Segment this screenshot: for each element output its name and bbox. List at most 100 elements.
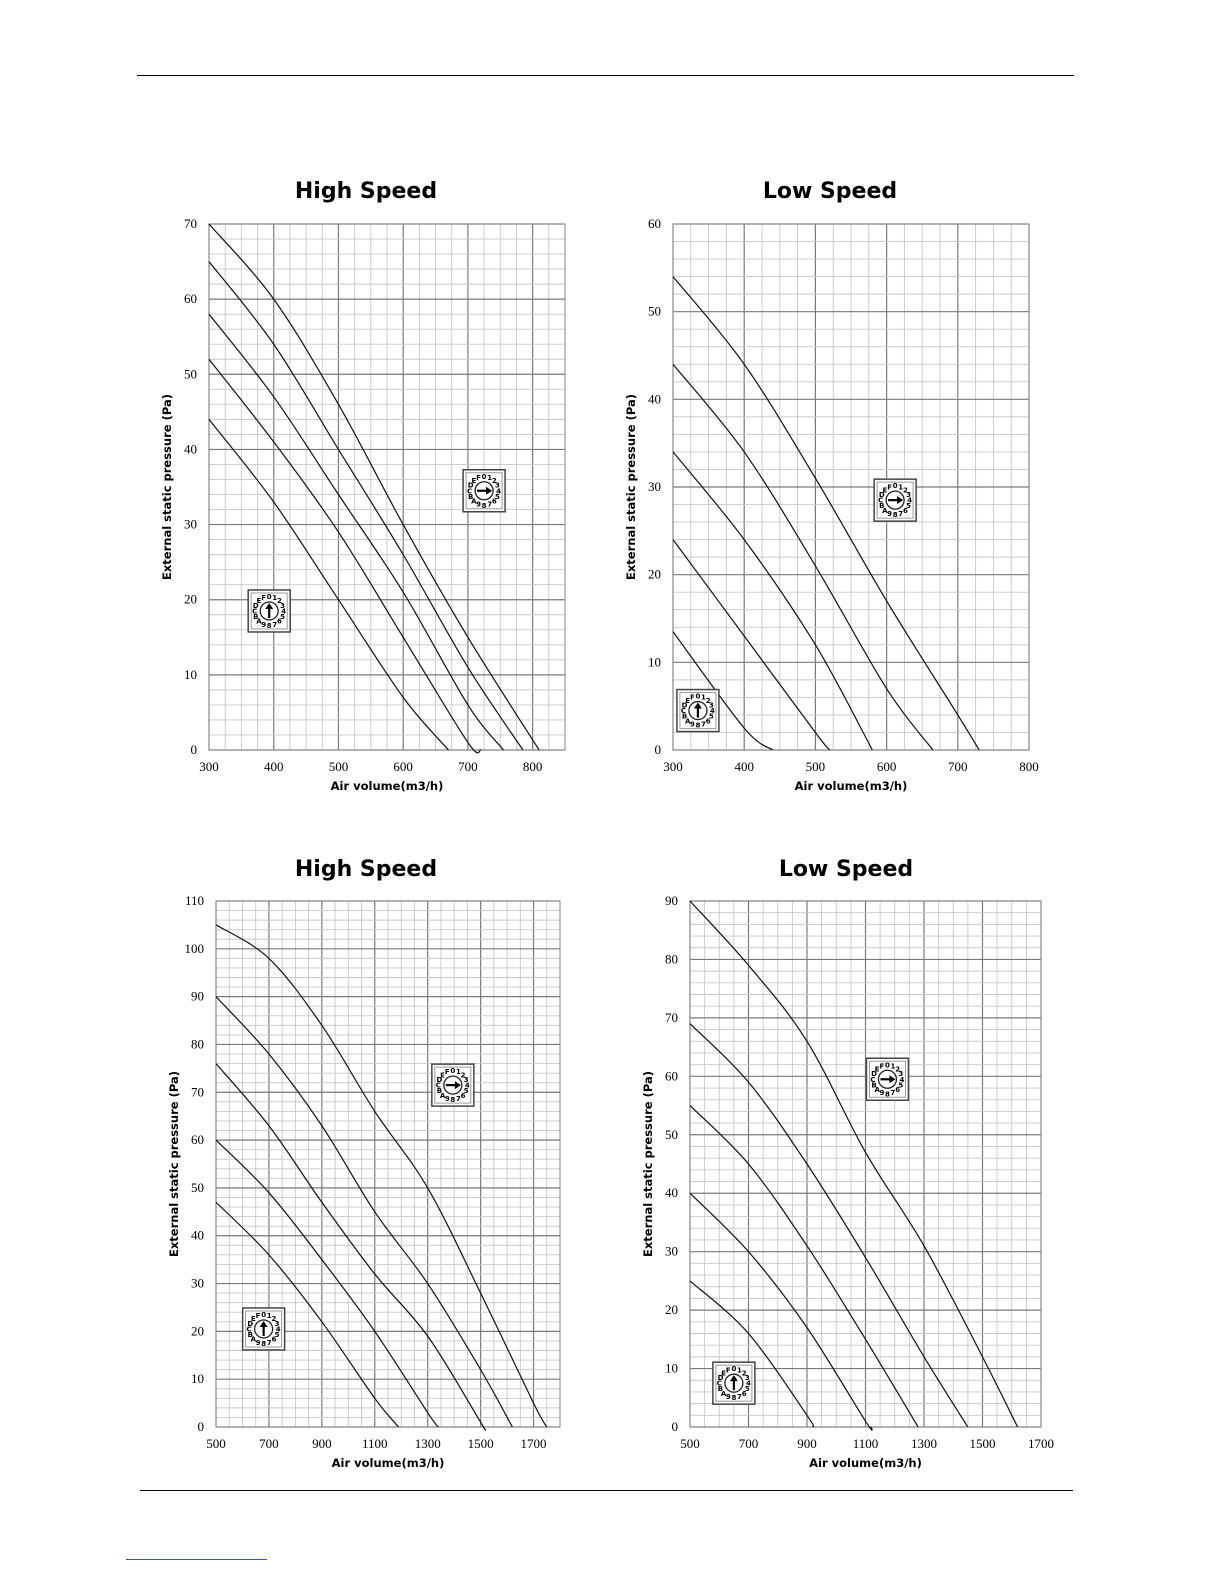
y-tick-label: 20 — [665, 1302, 678, 1317]
series-line-2 — [672, 539, 831, 751]
rotary-switch-inner-frame — [868, 1060, 906, 1098]
y-tick-label: 30 — [665, 1244, 678, 1259]
rotary-switch-digit: B — [468, 493, 473, 501]
y-tick-label: 50 — [191, 1180, 204, 1195]
plot-frame — [208, 223, 566, 751]
x-tick-label: 1100 — [853, 1436, 879, 1451]
rotary-switch-digit: 2 — [706, 697, 711, 705]
arrow-up-icon — [693, 702, 702, 709]
series-line-3 — [208, 313, 504, 751]
x-tick-label: 900 — [797, 1436, 817, 1451]
rotary-switch-digit: 6 — [271, 1336, 276, 1344]
rotary-switch-digit: 0 — [695, 693, 700, 701]
rotary-switch-digit: B — [248, 1331, 253, 1339]
y-axis-label: External static pressure (Pa) — [167, 1071, 181, 1257]
footer-link-underline — [126, 1559, 267, 1560]
x-axis-label: Air volume(m3/h) — [332, 1456, 445, 1470]
rotary-switch-digit: A — [874, 1086, 880, 1094]
rotary-switch-digit: 4 — [710, 707, 715, 715]
x-axis-label: Air volume(m3/h) — [795, 779, 908, 793]
rotary-switch-digit: 6 — [461, 1092, 466, 1100]
y-tick-label: 70 — [665, 1010, 678, 1025]
y-axis-label: External static pressure (Pa) — [641, 1071, 655, 1257]
rotary-switch-digit: D — [247, 1320, 253, 1328]
rotary-switch-digit: 2 — [461, 1071, 466, 1079]
series-line-5 — [672, 276, 980, 751]
x-tick-label: 300 — [199, 759, 219, 774]
rotary-switch-digit: 8 — [261, 1340, 266, 1348]
rotary-switch-digit: 8 — [893, 511, 898, 519]
rotary-switch-digit: 6 — [492, 498, 497, 506]
x-tick-label: 300 — [663, 759, 683, 774]
rotary-switch-digit: 5 — [464, 1087, 469, 1095]
rotary-switch-digit: 9 — [261, 621, 266, 629]
y-tick-label: 0 — [191, 742, 198, 757]
y-tick-label: 10 — [184, 667, 197, 682]
arrow-right-icon — [889, 1075, 896, 1084]
rotary-switch-digit: B — [718, 1385, 723, 1393]
rotary-switch-frame — [462, 469, 506, 513]
rotary-switch-digit: 8 — [731, 1394, 736, 1402]
y-tick-label: 0 — [672, 1419, 679, 1434]
y-tick-label: 60 — [665, 1068, 678, 1083]
rotary-switch-digit: A — [685, 717, 691, 725]
rotary-switch-digit: E — [882, 486, 887, 494]
series-line-4 — [215, 996, 513, 1428]
rotary-switch-digit: 0 — [261, 1311, 266, 1319]
y-tick-label: 40 — [665, 1185, 678, 1200]
y-tick-label: 10 — [191, 1371, 204, 1386]
rotary-switch-digit: F — [445, 1068, 450, 1076]
x-tick-label: 500 — [206, 1436, 226, 1451]
x-tick-label: 1300 — [911, 1436, 937, 1451]
series-line-3 — [215, 1063, 487, 1431]
y-tick-label: 40 — [648, 391, 661, 406]
rotary-switch-digit: 0 — [893, 482, 898, 490]
rotary-switch-digit: 3 — [280, 602, 285, 610]
rotary-switch-digit: 7 — [272, 621, 277, 629]
rotary-switch-digit: 7 — [701, 720, 706, 728]
rotary-switch-digit: 4 — [746, 1380, 751, 1388]
rotary-switch-digit: 9 — [690, 720, 695, 728]
rotary-switch-digit: 2 — [903, 486, 908, 494]
chart-title: High Speed — [295, 857, 437, 882]
arrow-up-icon — [259, 1320, 268, 1327]
y-tick-label: 0 — [655, 742, 662, 757]
y-tick-label: 50 — [184, 366, 197, 381]
rotary-switch-digit: 7 — [487, 501, 492, 509]
rotary-switch-digit: 3 — [898, 1070, 903, 1078]
rotary-switch-digit: D — [718, 1374, 724, 1382]
header-rule — [137, 75, 1074, 76]
y-tick-label: 30 — [648, 479, 661, 494]
series-line-2 — [208, 358, 482, 754]
rotary-switch-digit: C — [717, 1380, 722, 1388]
rotary-switch-digit: 8 — [885, 1090, 890, 1098]
plot-frame — [215, 900, 561, 1428]
rotary-switch-digit: 2 — [277, 597, 282, 605]
series-line-1 — [672, 631, 774, 751]
rotary-switch-digit: B — [682, 713, 687, 721]
rotary-switch-digit: D — [253, 602, 259, 610]
rotary-switch-digit: 7 — [456, 1095, 461, 1103]
rotary-switch-digit: B — [871, 1081, 876, 1089]
rotary-switch-digit: 2 — [492, 477, 497, 485]
rotary-switch-inner-frame — [250, 592, 288, 630]
rotary-switch-digit: 1 — [891, 1062, 896, 1070]
series-line-5 — [215, 924, 548, 1428]
rotary-switch-digit: 9 — [476, 501, 481, 509]
rotary-switch-digit: F — [726, 1366, 731, 1374]
arrow-up-icon — [729, 1375, 738, 1382]
rotary-switch-digit: C — [878, 497, 883, 505]
rotary-switch-digit: B — [253, 613, 258, 621]
x-tick-label: 600 — [393, 759, 413, 774]
x-tick-label: 1700 — [1028, 1436, 1054, 1451]
x-tick-label: 500 — [806, 759, 826, 774]
y-tick-label: 70 — [191, 1084, 204, 1099]
rotary-switch-digit: 1 — [272, 594, 277, 602]
x-tick-label: 500 — [680, 1436, 700, 1451]
